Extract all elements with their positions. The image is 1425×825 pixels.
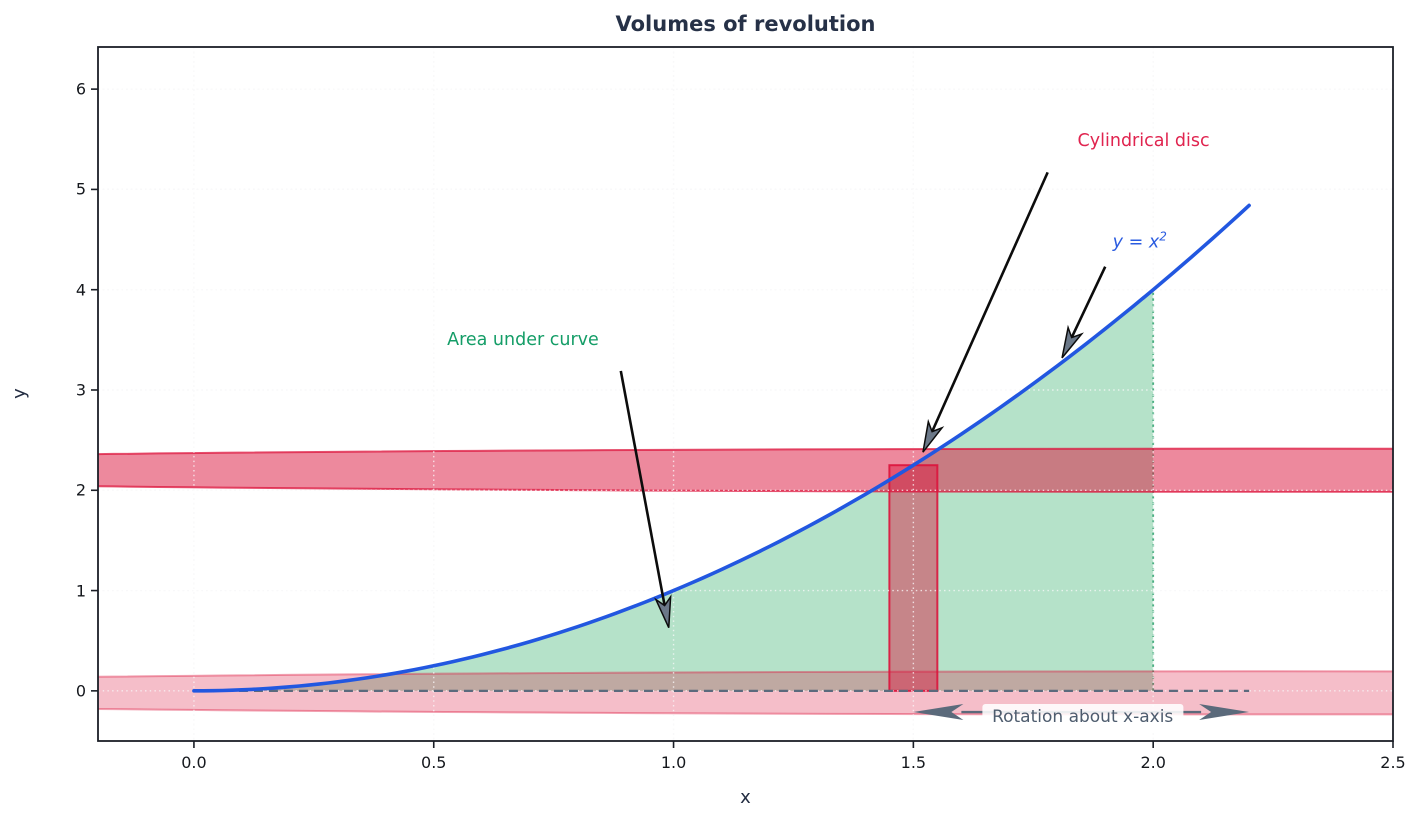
- top-rotation-band: [98, 447, 1393, 493]
- cylindrical-disc-label-arrow: [922, 171, 1049, 453]
- curve-equation-label-arrow: [1061, 266, 1107, 359]
- area-under-curve-fill: [193, 289, 1154, 691]
- plot-border: [97, 46, 1394, 742]
- curve-y-equals-x-squared: [192, 203, 1251, 693]
- tick-marks: [91, 88, 1394, 748]
- bottom-rotation-band: [98, 670, 1393, 716]
- cylindrical-disc-rect: [888, 464, 939, 692]
- area-under-curve-label-arrow: [619, 370, 672, 628]
